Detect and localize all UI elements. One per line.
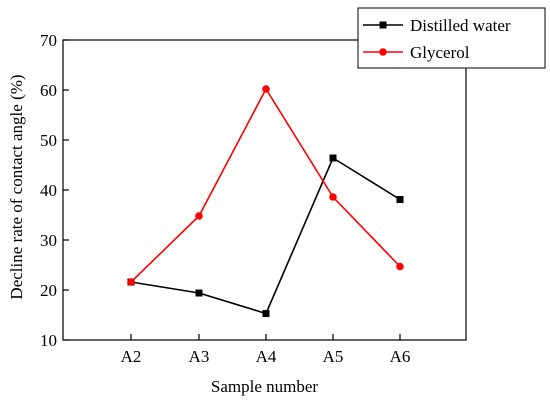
y-axis-label: Decline rate of contact angle (%) <box>7 74 26 299</box>
y-tick-label: 50 <box>40 131 57 150</box>
legend-entry-glycerol: Glycerol <box>363 43 470 62</box>
y-axis-ticks: 10 20 30 40 50 60 70 <box>40 31 69 350</box>
point-distilled-water-a5 <box>329 154 337 162</box>
point-glycerol-a2 <box>127 278 135 286</box>
series-line-glycerol <box>130 87 401 283</box>
legend-box <box>357 7 546 69</box>
legend-marker <box>379 21 387 29</box>
plot-frame <box>62 39 467 341</box>
y-tick-label: 30 <box>40 231 57 250</box>
point-distilled-water-a4 <box>262 310 270 317</box>
y-tick-label: 10 <box>40 331 57 350</box>
x-tick-label-a5: A5 <box>323 347 344 366</box>
y-tick-label: 20 <box>40 281 57 300</box>
x-axis-ticks: A2 A3 A4 A5 A6 <box>121 334 411 366</box>
point-distilled-water-a6 <box>396 196 404 203</box>
series-layer <box>127 85 404 317</box>
legend-label-glycerol: Glycerol <box>410 43 470 62</box>
x-axis-label: Sample number <box>211 377 319 396</box>
legend-marker <box>379 48 387 56</box>
series-line-distilled-water <box>130 156 401 315</box>
point-glycerol-a6 <box>396 262 404 271</box>
legend-entry-distilled-water: Distilled water <box>363 16 511 35</box>
point-glycerol-a3 <box>195 212 203 220</box>
x-tick-label-a6: A6 <box>390 347 411 366</box>
point-glycerol-a4 <box>262 85 270 93</box>
x-tick-label-a4: A4 <box>256 347 277 366</box>
y-tick-label: 40 <box>40 181 57 200</box>
x-tick-label-a3: A3 <box>189 347 210 366</box>
x-tick-label-a2: A2 <box>121 347 142 366</box>
point-distilled-water-a3 <box>195 289 203 297</box>
legend-label-distilled-water: Distilled water <box>410 16 511 35</box>
legend: Distilled water Glycerol <box>357 7 546 69</box>
point-glycerol-a5 <box>329 193 337 201</box>
y-tick-label: 70 <box>40 31 57 50</box>
y-tick-label: 60 <box>40 81 57 100</box>
